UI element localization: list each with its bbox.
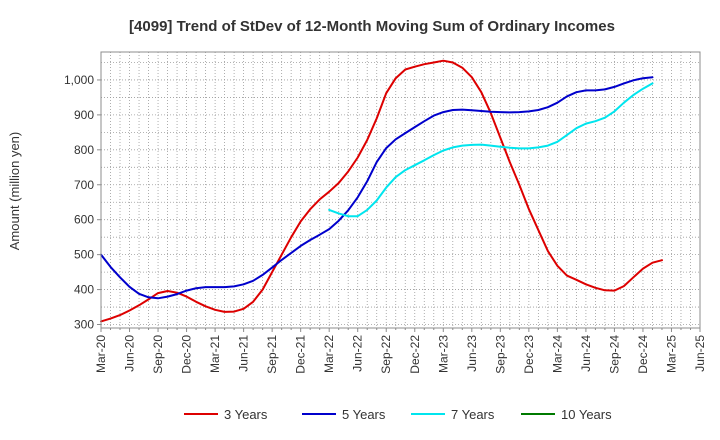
y-tick-label: 400	[74, 283, 94, 297]
x-tick-label: Mar-25	[664, 335, 678, 373]
x-tick-label: Sep-23	[493, 335, 507, 374]
x-tick-label: Mar-23	[436, 335, 450, 373]
x-tick-label: Dec-23	[522, 335, 536, 374]
axes: Mar-20 Jun-20 Sep-20 Dec-20 Mar-21 Jun-21 Sep-…	[64, 73, 707, 374]
x-tick-label: Mar-21	[208, 335, 222, 373]
y-tick-label: 900	[74, 108, 94, 122]
x-tick-label: Jun-25	[693, 335, 707, 372]
series-line-3-years	[100, 59, 663, 323]
series-line-5-years	[100, 76, 654, 300]
legend-label-10-years: 10 Years	[561, 407, 612, 422]
x-tick-label: Jun-24	[579, 335, 593, 372]
x-tick-label: Mar-24	[550, 335, 564, 373]
x-tick-label: Jun-21	[237, 335, 251, 372]
y-tick-label: 500	[74, 248, 94, 262]
chart-title: [4099] Trend of StDev of 12-Month Moving…	[129, 18, 615, 35]
y-tick-label: 800	[74, 143, 94, 157]
x-tick-label: Dec-22	[408, 335, 422, 374]
x-tick-label: Mar-22	[322, 335, 336, 373]
y-tick-label: 600	[74, 213, 94, 227]
x-tick-label: Jun-20	[123, 335, 137, 372]
x-tick-label: Sep-24	[607, 335, 621, 374]
legend-label-5-years: 5 Years	[342, 407, 386, 422]
legend-label-7-years: 7 Years	[451, 407, 495, 422]
y-axis-label: Amount (million yen)	[7, 132, 22, 251]
legend-label-3-years: 3 Years	[224, 407, 268, 422]
x-tick-label: Sep-20	[151, 335, 165, 374]
plot-frame	[100, 51, 701, 329]
series-layer	[100, 59, 663, 323]
x-tick-label: Jun-22	[351, 335, 365, 372]
x-tick-label: Jun-23	[465, 335, 479, 372]
y-tick-label: 300	[74, 318, 94, 332]
grid	[100, 52, 701, 328]
x-tick-label: Dec-21	[294, 335, 308, 374]
x-tick-label: Dec-24	[636, 335, 650, 374]
y-tick-label: 700	[74, 178, 94, 192]
x-tick-label: Mar-20	[94, 335, 108, 373]
x-tick-label: Sep-21	[265, 335, 279, 374]
y-tick-label: 1,000	[64, 73, 94, 87]
x-tick-label: Sep-22	[379, 335, 393, 374]
x-tick-label: Dec-20	[180, 335, 194, 374]
series-line-7-years	[328, 82, 654, 218]
legend: 3 Years 5 Years 7 Years 10 Years	[184, 407, 612, 422]
